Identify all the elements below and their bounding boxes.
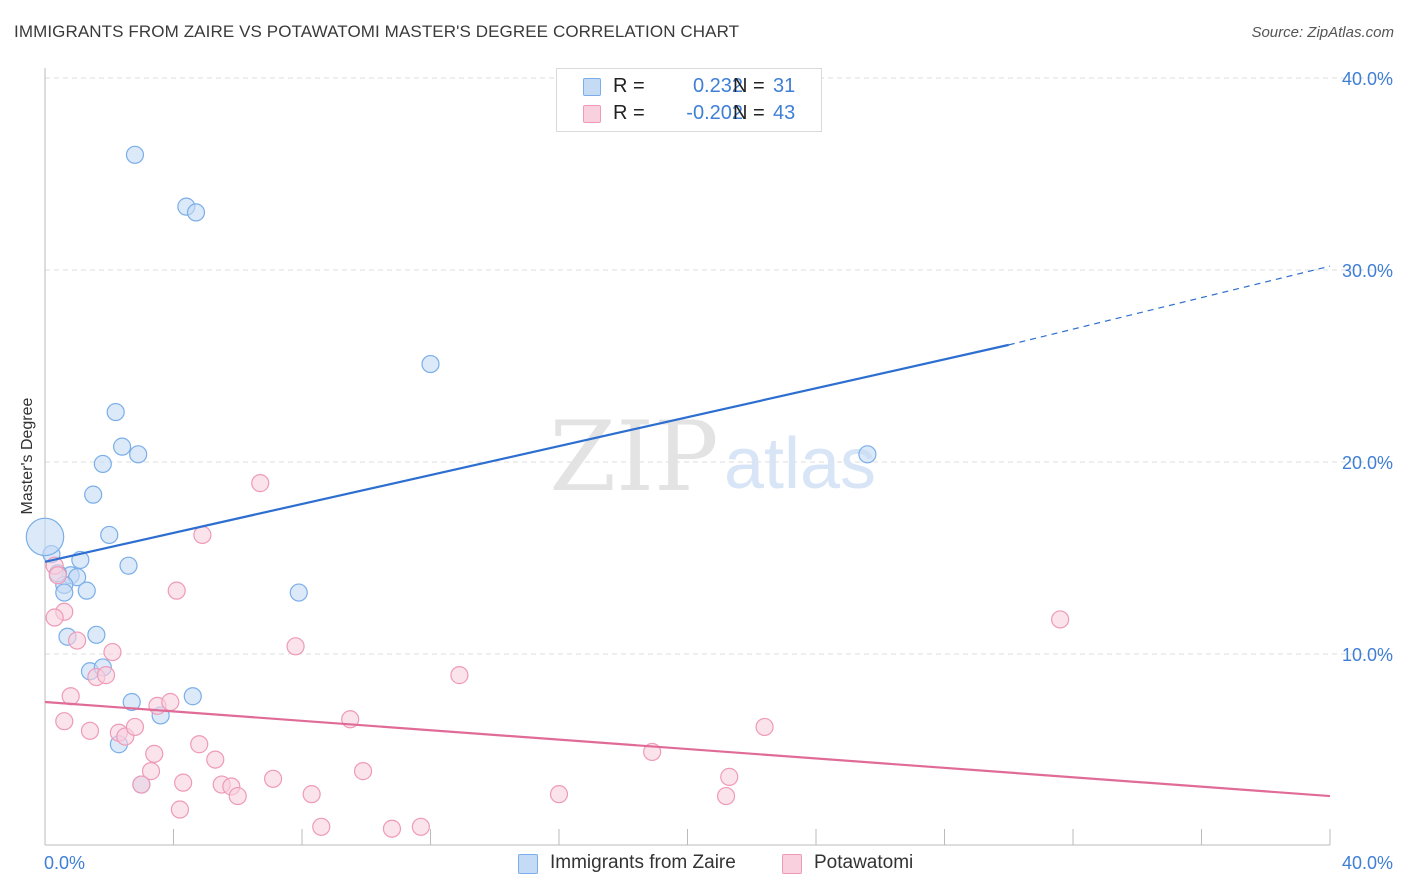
- data-point-potawatomi[interactable]: [450, 666, 469, 685]
- data-point-potawatomi[interactable]: [353, 762, 373, 781]
- data-point-zaire[interactable]: [122, 692, 141, 712]
- data-point-potawatomi[interactable]: [411, 817, 430, 836]
- data-point-potawatomi[interactable]: [45, 608, 64, 627]
- data-point-zaire[interactable]: [125, 145, 145, 164]
- y-tick-label: 40.0%: [1342, 69, 1393, 89]
- legend-swatch-zaire: [518, 854, 538, 874]
- data-point-potawatomi[interactable]: [193, 525, 212, 545]
- data-point-zaire[interactable]: [87, 625, 106, 644]
- trend-line-zaire-extension: [1008, 265, 1331, 346]
- data-point-potawatomi[interactable]: [190, 735, 209, 754]
- n-value-potawatomi: 43: [773, 102, 796, 124]
- y-tick-label: 10.0%: [1342, 645, 1393, 665]
- data-point-potawatomi[interactable]: [103, 642, 122, 662]
- trend-line-potawatomi: [44, 700, 1331, 798]
- data-point-potawatomi[interactable]: [145, 744, 164, 763]
- data-point-potawatomi[interactable]: [61, 687, 80, 706]
- data-point-potawatomi[interactable]: [80, 721, 100, 740]
- legend-label-zaire: Immigrants from Zaire: [550, 852, 736, 873]
- watermark-zip: ZIP: [549, 401, 718, 513]
- data-point-potawatomi[interactable]: [286, 637, 305, 656]
- chart-title: IMMIGRANTS FROM ZAIRE VS POTAWATOMI MAST…: [14, 22, 740, 41]
- data-point-zaire[interactable]: [858, 445, 877, 464]
- r-label: R =: [613, 75, 645, 97]
- r-value-potawatomi: -0.202: [686, 102, 743, 124]
- data-point-potawatomi[interactable]: [549, 785, 569, 804]
- stats-box: R = 0.232 N = 31 R = -0.202 N = 43: [556, 68, 822, 132]
- data-point-potawatomi[interactable]: [228, 786, 247, 806]
- data-point-zaire[interactable]: [421, 354, 440, 374]
- data-point-potawatomi[interactable]: [302, 785, 321, 804]
- legend-swatch-potawatomi: [782, 854, 802, 874]
- data-point-potawatomi[interactable]: [716, 786, 736, 806]
- data-point-zaire[interactable]: [183, 687, 202, 706]
- data-point-potawatomi[interactable]: [55, 712, 74, 731]
- data-point-zaire[interactable]: [129, 445, 148, 464]
- data-point-potawatomi[interactable]: [68, 631, 87, 650]
- data-point-zaire[interactable]: [77, 581, 96, 600]
- data-point-zaire[interactable]: [106, 402, 125, 422]
- trend-line-zaire: [44, 343, 1009, 563]
- data-point-zaire[interactable]: [186, 203, 206, 222]
- data-point-potawatomi[interactable]: [161, 692, 180, 712]
- data-point-potawatomi[interactable]: [174, 773, 193, 792]
- data-point-potawatomi[interactable]: [312, 817, 331, 836]
- data-point-zaire[interactable]: [100, 525, 119, 545]
- data-point-zaire[interactable]: [25, 517, 65, 557]
- data-point-potawatomi[interactable]: [382, 819, 402, 838]
- r-label: R =: [613, 102, 645, 124]
- data-point-zaire[interactable]: [112, 437, 132, 456]
- r-value-zaire: 0.232: [692, 75, 743, 97]
- x-tick-label: 40.0%: [1342, 853, 1393, 873]
- data-point-potawatomi[interactable]: [1051, 610, 1070, 629]
- data-point-zaire[interactable]: [55, 583, 74, 602]
- data-point-potawatomi[interactable]: [141, 762, 161, 781]
- data-point-zaire[interactable]: [289, 583, 308, 602]
- watermark-atlas: atlas: [724, 424, 876, 504]
- chart-source: Source: ZipAtlas.com: [1251, 24, 1394, 41]
- n-value-zaire: 31: [773, 75, 796, 97]
- data-point-potawatomi[interactable]: [96, 666, 116, 685]
- stats-swatch-zaire: [583, 78, 601, 96]
- data-point-zaire[interactable]: [93, 454, 112, 474]
- data-point-potawatomi[interactable]: [170, 800, 190, 819]
- data-point-potawatomi[interactable]: [263, 769, 283, 788]
- data-point-potawatomi[interactable]: [132, 775, 151, 794]
- n-label: N =: [733, 102, 765, 124]
- data-point-zaire[interactable]: [119, 556, 138, 575]
- data-point-zaire[interactable]: [84, 485, 103, 504]
- n-label: N =: [733, 75, 765, 97]
- data-point-potawatomi[interactable]: [48, 566, 67, 585]
- y-tick-label: 20.0%: [1342, 453, 1393, 473]
- data-point-potawatomi[interactable]: [125, 717, 145, 737]
- x-tick-label: 0.0%: [44, 853, 85, 873]
- data-point-potawatomi[interactable]: [755, 717, 774, 737]
- data-point-potawatomi[interactable]: [206, 750, 225, 769]
- data-point-potawatomi[interactable]: [167, 581, 186, 600]
- y-tick-label: 30.0%: [1342, 261, 1393, 281]
- data-point-potawatomi[interactable]: [720, 767, 739, 786]
- data-point-potawatomi[interactable]: [251, 474, 270, 493]
- stats-swatch-potawatomi: [583, 105, 601, 123]
- legend-label-potawatomi: Potawatomi: [814, 852, 914, 873]
